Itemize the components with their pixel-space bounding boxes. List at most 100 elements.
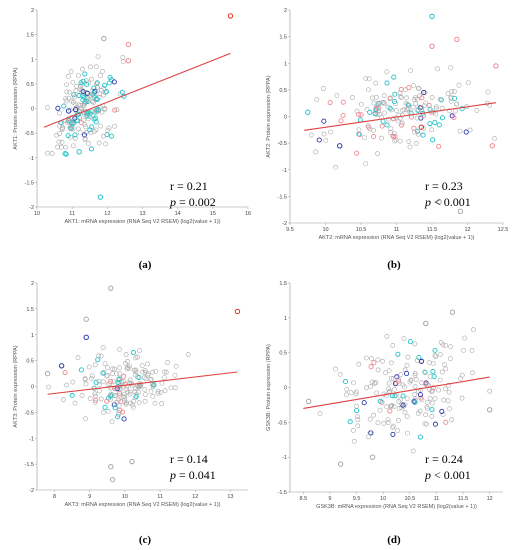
data-point <box>354 150 360 156</box>
data-point <box>83 124 89 130</box>
data-point <box>435 66 440 72</box>
data-point <box>368 364 374 370</box>
y-tick-label: -0.5 <box>25 410 34 416</box>
data-point <box>344 392 349 398</box>
data-point <box>66 95 72 101</box>
data-point <box>57 131 63 136</box>
data-point <box>95 106 101 113</box>
data-point <box>126 366 132 371</box>
data-point <box>172 372 178 378</box>
data-point <box>69 392 75 399</box>
data-point <box>159 401 165 406</box>
data-point <box>439 408 445 414</box>
data-point <box>133 355 139 361</box>
data-point <box>388 403 394 409</box>
data-point <box>412 391 418 397</box>
data-point <box>396 406 402 411</box>
data-point <box>391 74 397 80</box>
data-point <box>370 134 377 140</box>
y-axis-label: GSK3B: Protein expression (RPPA) <box>266 344 272 431</box>
data-point <box>86 140 91 146</box>
data-point <box>117 371 123 377</box>
x-tick-label: 11 <box>394 227 400 233</box>
data-point <box>375 367 381 373</box>
y-tick-label: -1 <box>282 455 287 461</box>
data-point <box>393 101 398 106</box>
data-point <box>142 368 148 373</box>
data-point <box>437 96 443 102</box>
data-point <box>83 416 88 422</box>
data-point <box>55 105 61 111</box>
data-point <box>449 417 455 423</box>
data-point <box>73 88 79 94</box>
data-point <box>367 430 373 435</box>
data-point <box>89 76 94 82</box>
data-point <box>96 140 102 146</box>
data-point <box>313 149 319 155</box>
data-point <box>440 342 446 348</box>
data-point <box>76 73 81 79</box>
data-point <box>108 391 114 397</box>
data-point <box>104 89 110 95</box>
data-point <box>98 87 104 93</box>
data-point <box>388 126 394 132</box>
data-point <box>448 344 454 350</box>
data-point <box>412 398 418 403</box>
data-point <box>140 369 146 375</box>
y-tick-label: 1 <box>284 316 287 322</box>
data-point <box>95 357 101 363</box>
y-tick-label: 0 <box>31 385 34 391</box>
x-tick-label: 10.5 <box>356 227 367 233</box>
data-point <box>448 95 454 101</box>
data-point <box>470 370 475 376</box>
data-point <box>467 127 473 133</box>
data-point <box>364 106 370 112</box>
data-point <box>392 138 398 144</box>
data-point <box>429 413 435 419</box>
data-point <box>86 364 92 370</box>
y-axis-label: AKT2: Protein expression (RPPA) <box>266 75 272 157</box>
stat-p: p < 0.001 <box>424 468 471 482</box>
highlighted-point <box>125 58 132 64</box>
data-point <box>79 66 85 72</box>
data-point <box>404 95 409 101</box>
highlighted-point <box>65 108 72 114</box>
data-point <box>74 117 80 124</box>
data-point <box>357 117 363 123</box>
data-point <box>87 127 93 133</box>
data-point <box>404 362 410 368</box>
data-point <box>98 396 104 402</box>
highlighted-point <box>227 13 234 19</box>
panel-label: (b) <box>387 259 401 271</box>
data-point <box>413 95 418 101</box>
data-point <box>404 370 410 376</box>
data-point <box>430 360 436 366</box>
data-point <box>64 82 70 88</box>
data-point <box>110 366 115 372</box>
data-point <box>316 137 322 143</box>
data-point <box>364 385 369 391</box>
data-point <box>115 380 121 386</box>
highlighted-point <box>125 41 132 48</box>
data-point <box>423 412 429 418</box>
data-point <box>88 130 94 136</box>
data-point <box>150 369 155 375</box>
x-axis-label: AKT1: mRNA expression (RNA Seq V2 RSEM) … <box>64 219 220 225</box>
data-point <box>392 91 398 97</box>
data-point <box>137 348 142 353</box>
stat-p: p = 0.041 <box>169 468 216 482</box>
stat-r: r = 0.21 <box>170 179 208 193</box>
x-tick-label: 11 <box>434 496 440 502</box>
data-point <box>61 397 66 403</box>
data-point <box>384 69 390 75</box>
highlighted-point <box>72 106 79 113</box>
data-point <box>132 389 138 394</box>
data-point <box>405 354 411 360</box>
data-point <box>432 120 438 126</box>
data-point <box>397 94 403 99</box>
data-point <box>369 356 374 361</box>
data-point <box>85 116 91 122</box>
y-tick-label: 2 <box>284 8 287 14</box>
data-point <box>128 400 133 406</box>
x-tick-label: 12.5 <box>498 227 509 233</box>
